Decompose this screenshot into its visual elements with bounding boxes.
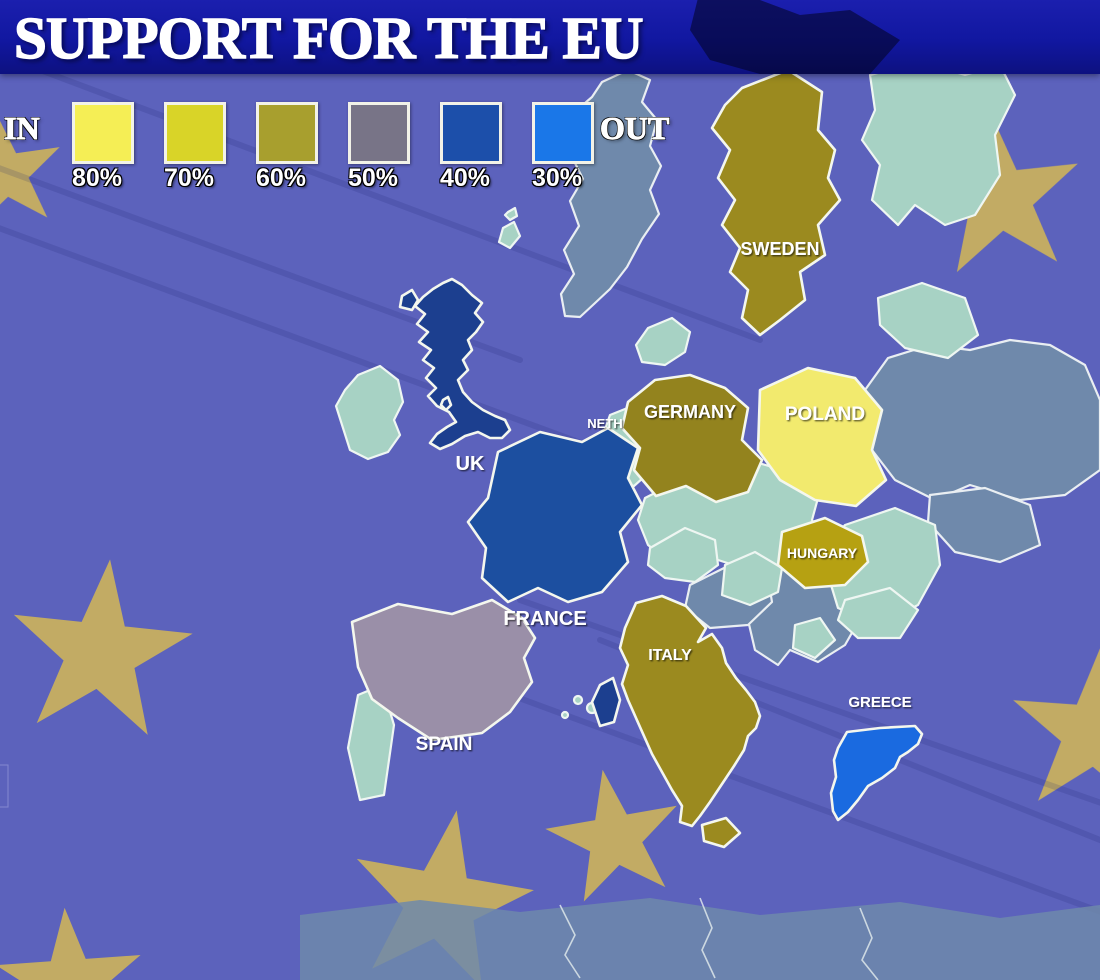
svg-text:NETH: NETH <box>587 416 622 431</box>
svg-text:UK: UK <box>456 453 485 475</box>
svg-text:HUNGARY: HUNGARY <box>787 545 858 561</box>
svg-text:FRANCE: FRANCE <box>503 608 586 630</box>
svg-text:GERMANY: GERMANY <box>644 402 736 422</box>
svg-text:SWEDEN: SWEDEN <box>740 239 819 259</box>
svg-text:ITALY: ITALY <box>648 647 692 664</box>
svg-text:POLAND: POLAND <box>785 404 865 425</box>
svg-text:SPAIN: SPAIN <box>416 734 473 755</box>
svg-text:GREECE: GREECE <box>848 694 911 711</box>
